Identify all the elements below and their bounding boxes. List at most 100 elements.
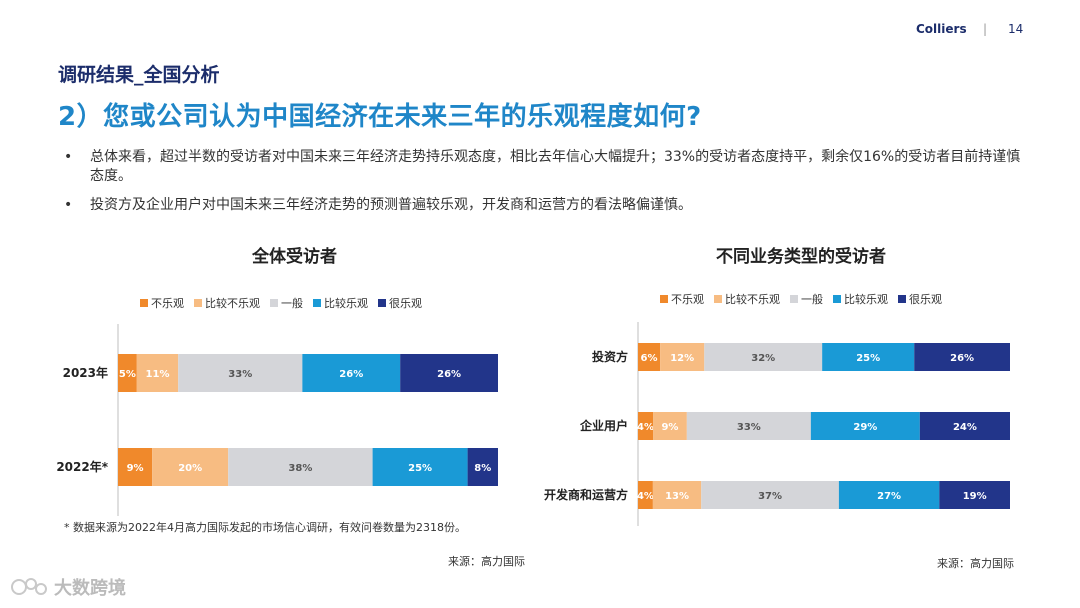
chart-legend-left: 不乐观 比较不乐观 一般 比较乐观 很乐观 [140,295,422,311]
bar-segment [638,412,654,440]
data-label: 11% [146,369,170,380]
bar-segment [939,481,1010,509]
legend-label: 比较乐观 [844,293,888,306]
watermark: 大数跨境 [10,574,126,600]
bullet-text: 总体来看，超过半数的受访者对中国未来三年经济走势持乐观态度，相比去年信心大幅提升… [90,149,1021,184]
bar-segment [838,481,940,509]
bar-segment [914,343,1010,371]
legend-item: 一般 [270,295,303,311]
bullet-dot: • [64,149,73,165]
category-label: 投资方 [592,349,628,364]
data-label: 24% [953,422,977,433]
chart-title-right: 不同业务类型的受访者 [716,247,886,267]
data-label: 20% [178,463,202,474]
bar-segment [919,412,1010,440]
bar-segment [704,343,823,371]
legend-item: 一般 [790,291,823,307]
legend-label: 不乐观 [151,297,184,310]
data-label: 9% [661,422,678,433]
legend-label: 不乐观 [671,293,704,306]
bar-segment [660,343,705,371]
legend-label: 比较不乐观 [205,297,260,310]
stacked-bar-chart-left: 2023年 5% 11% 33% 26% 26% 2022年* 9% 20% 38% 25% 8% [56,324,498,516]
data-label: 32% [751,353,775,364]
data-label: 29% [853,422,877,433]
bar-segment [652,481,702,509]
legend-label: 一般 [281,297,303,310]
watermark-text: 大数跨境 [54,578,126,599]
data-label: 13% [665,491,689,502]
data-label: 6% [641,353,658,364]
data-label: 4% [637,422,654,433]
data-label: 19% [963,491,987,502]
header-divider: | [983,22,988,36]
bar-segment [822,343,915,371]
bar-segment [686,412,811,440]
legend-item: 比较不乐观 [194,295,260,311]
data-label: 37% [758,491,782,502]
data-label: 26% [950,353,974,364]
data-label: 25% [856,353,880,364]
bar-segment [653,412,687,440]
legend-swatch [313,299,321,307]
legend-item: 不乐观 [660,291,704,307]
data-label: 26% [339,369,363,380]
data-label: 5% [119,369,136,380]
category-label: 2023年 [63,365,108,380]
legend-label: 很乐观 [389,297,422,310]
legend-label: 比较不乐观 [725,293,780,306]
bar-segment [810,412,920,440]
bar-segment [302,354,401,392]
page-title: 2）您或公司认为中国经济在未来三年的乐观程度如何? [58,102,702,132]
legend-item: 很乐观 [378,295,422,311]
data-label: 8% [474,463,491,474]
page-number: 14 [1008,22,1024,36]
legend-item: 很乐观 [898,291,942,307]
bar-segment [136,354,179,392]
data-label: 12% [670,353,694,364]
bar-segment [178,354,303,392]
legend-swatch [714,295,722,303]
bar-segment [400,354,498,392]
bar-segment [638,343,661,371]
bullet-text: 投资方及企业用户对中国未来三年经济走势的预测普遍较乐观，开发商和运营方的看法略偏… [90,197,692,213]
legend-label: 一般 [801,293,823,306]
data-label: 38% [288,463,312,474]
brand-logo: Colliers [916,22,967,36]
legend-label: 比较乐观 [324,297,368,310]
legend-swatch [660,295,668,303]
legend-swatch [140,299,148,307]
stacked-bar-chart-right: 投资方 6% 12% 32% 25% 26% 企业用户 4% 9% 33% 29% 24% 开发商和运营… [544,322,1010,526]
chart-title-left: 全体受访者 [252,247,337,267]
bullet-dot: • [64,197,73,213]
bar-segment [701,481,839,509]
footnote: * 数据来源为2022年4月高力国际发起的市场信心调研，有效问卷数量为2318份… [64,521,466,534]
data-label: 33% [228,369,252,380]
data-label: 9% [127,463,144,474]
bar-segment [118,354,137,392]
category-label: 开发商和运营方 [544,487,628,502]
chart-legend-right: 不乐观 比较不乐观 一般 比较乐观 很乐观 [660,291,942,307]
legend-swatch [378,299,386,307]
bullet-item: • 投资方及企业用户对中国未来三年经济走势的预测普遍较乐观，开发商和运营方的看法… [62,196,1022,215]
legend-swatch [833,295,841,303]
legend-swatch [194,299,202,307]
legend-item: 不乐观 [140,295,184,311]
bar-segment [638,481,653,509]
bullet-item: • 总体来看，超过半数的受访者对中国未来三年经济走势持乐观态度，相比去年信心大幅… [62,148,1022,186]
legend-swatch [790,295,798,303]
source-left: 来源：高力国际 [448,555,525,568]
bar-segment [152,448,229,486]
legend-swatch [898,295,906,303]
legend-swatch [270,299,278,307]
data-label: 33% [737,422,761,433]
category-label: 企业用户 [579,418,628,433]
legend-item: 比较不乐观 [714,291,780,307]
bar-segment [372,448,468,486]
data-label: 25% [408,463,432,474]
bar-segment [118,448,153,486]
bar-segment [467,448,498,486]
legend-item: 比较乐观 [833,291,888,307]
watermark-logo-icon [11,578,47,595]
data-label: 4% [637,491,654,502]
